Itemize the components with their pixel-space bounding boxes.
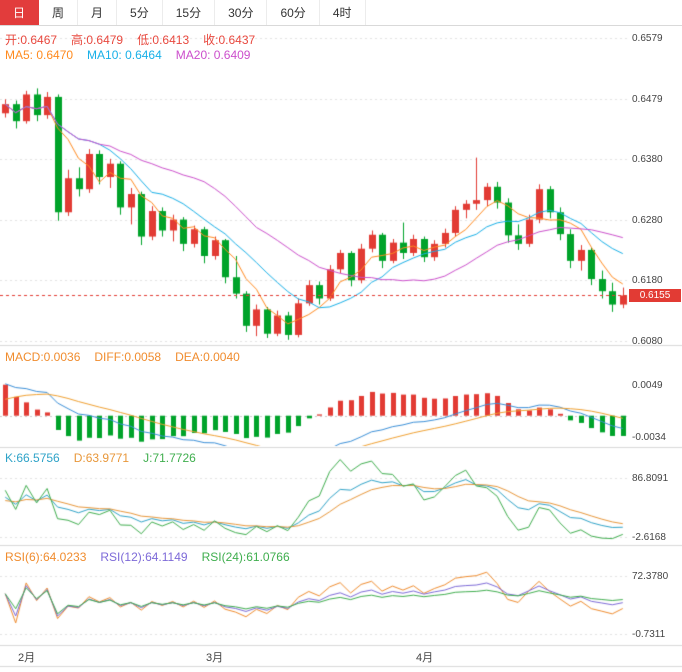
macd-axis-label: 0.0049 — [632, 380, 663, 391]
tab-daily[interactable]: 日 — [0, 0, 40, 25]
macd-axis-label: -0.0034 — [632, 432, 666, 443]
tab-15min[interactable]: 15分 — [163, 0, 216, 25]
x-axis-label-apr: 4月 — [416, 652, 434, 664]
price-axis-label: 0.6380 — [632, 154, 663, 165]
last-price-badge: 0.6155 — [629, 289, 681, 302]
tab-monthly[interactable]: 月 — [78, 0, 118, 25]
x-axis-label-mar: 3月 — [206, 652, 224, 664]
tab-4hour[interactable]: 4时 — [320, 0, 366, 25]
price-axis-label: 0.6180 — [632, 275, 663, 286]
price-axis-label: 0.6579 — [632, 33, 663, 44]
tab-30min[interactable]: 30分 — [215, 0, 268, 25]
rsi-axis-label: -0.7311 — [632, 629, 666, 640]
kdj-axis-label: 86.8091 — [632, 473, 669, 484]
tab-60min[interactable]: 60分 — [267, 0, 320, 25]
x-axis-label-feb: 2月 — [18, 652, 36, 664]
kdj-axis-label: -2.6168 — [632, 532, 666, 543]
price-axis-label: 0.6280 — [632, 215, 663, 226]
price-axis-label: 0.6479 — [632, 94, 663, 105]
price-axis-label: 0.6080 — [632, 336, 663, 347]
timeframe-toolbar: 日 周 月 5分 15分 30分 60分 4时 — [0, 0, 682, 26]
tab-5min[interactable]: 5分 — [117, 0, 163, 25]
tab-weekly[interactable]: 周 — [39, 0, 79, 25]
rsi-axis-label: 72.3780 — [632, 571, 669, 582]
